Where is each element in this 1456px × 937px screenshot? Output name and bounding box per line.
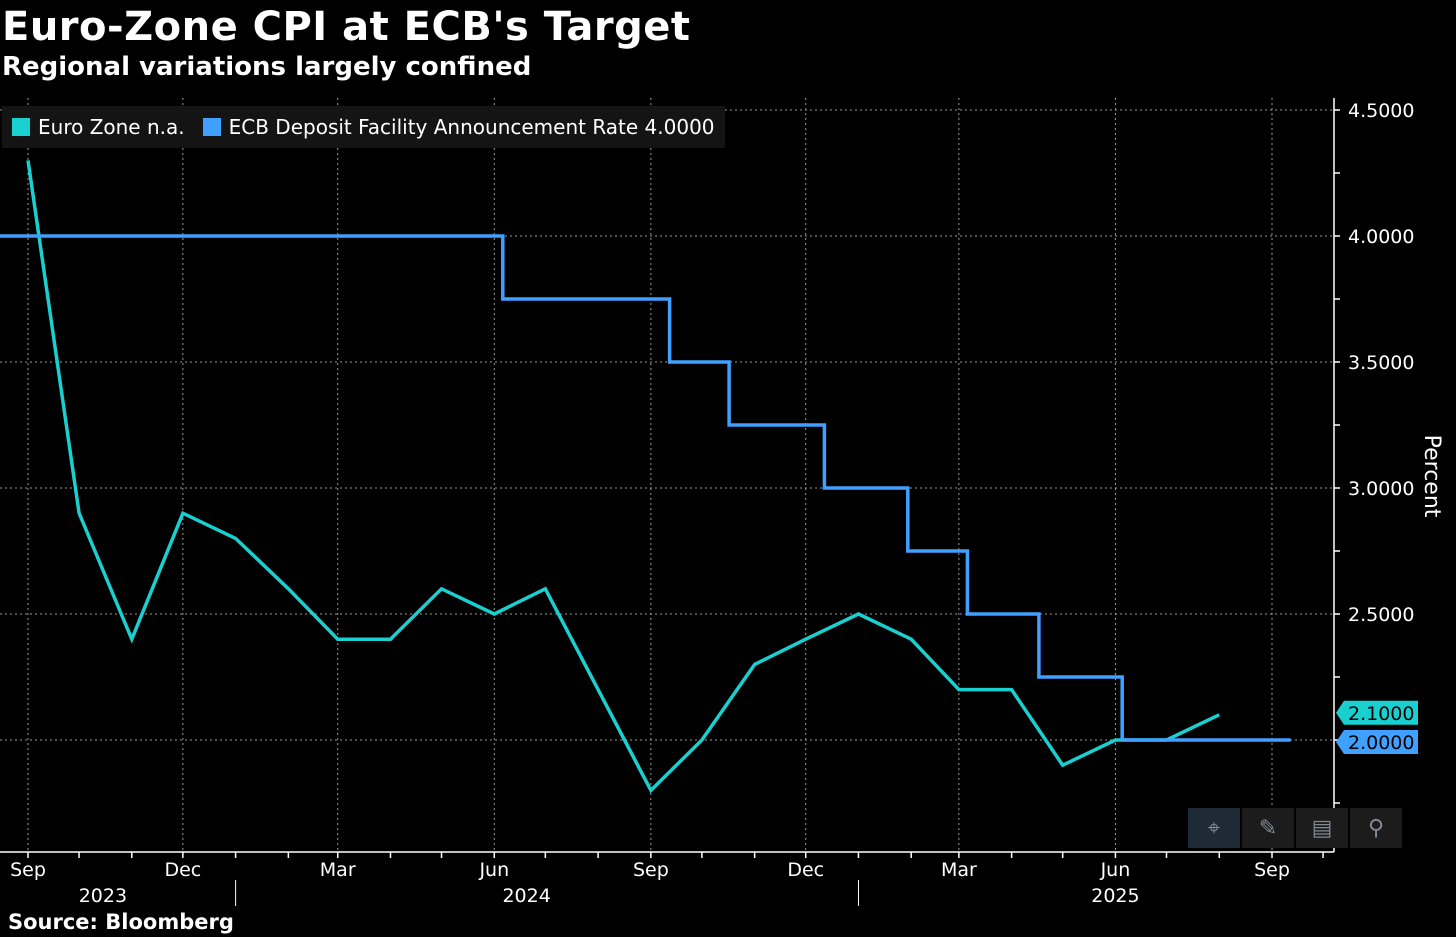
y-tick-label: 2.5000 xyxy=(1348,604,1414,626)
y-tick-label: 3.0000 xyxy=(1348,478,1414,500)
legend-swatch-euro-zone xyxy=(12,118,30,136)
last-value-label-ecb-rate: 2.0000 xyxy=(1348,732,1414,754)
legend: Euro Zone n.a. ECB Deposit Facility Anno… xyxy=(2,106,725,148)
x-tick-label: Jun xyxy=(478,859,509,881)
x-tick-label: Sep xyxy=(1254,859,1290,881)
x-tick-label: Sep xyxy=(633,859,669,881)
series-line-ecb-rate xyxy=(0,234,1291,742)
x-tick-label: Mar xyxy=(320,859,356,881)
magnify-icon[interactable]: ⚲ xyxy=(1350,808,1402,848)
x-year-label: 2023 xyxy=(79,885,127,907)
legend-swatch-ecb-rate xyxy=(202,118,221,136)
chart-title: Euro-Zone CPI at ECB's Target xyxy=(2,4,691,50)
legend-label-euro-zone: Euro Zone n.a. xyxy=(38,115,185,139)
y-axis-title: Percent xyxy=(1419,435,1444,518)
last-value-tag-ecb-rate xyxy=(1336,730,1418,754)
y-tick-label: 3.5000 xyxy=(1348,352,1414,374)
x-year-label: 2024 xyxy=(502,885,550,907)
x-tick-label: Dec xyxy=(787,859,824,881)
x-tick-label: Mar xyxy=(941,859,977,881)
chart-subtitle: Regional variations largely confined xyxy=(2,52,532,82)
x-year-label: 2025 xyxy=(1091,885,1139,907)
crosshair-icon[interactable]: ⌖ xyxy=(1188,808,1240,848)
series-line-euro-zone xyxy=(26,160,1220,794)
y-tick-label: 4.0000 xyxy=(1348,226,1414,248)
last-value-tag-euro-zone xyxy=(1336,700,1418,725)
legend-label-ecb-rate: ECB Deposit Facility Announcement Rate 4… xyxy=(228,115,715,139)
pencil-icon[interactable]: ✎ xyxy=(1242,808,1294,848)
table-icon[interactable]: ▤ xyxy=(1296,808,1348,848)
y-tick-label: 4.5000 xyxy=(1348,100,1414,122)
legend-item-ecb-rate[interactable]: ECB Deposit Facility Announcement Rate 4… xyxy=(202,115,715,139)
x-tick-label: Dec xyxy=(164,859,201,881)
chart-toolbar: ⌖ ✎ ▤ ⚲ xyxy=(1188,808,1402,848)
x-tick-label: Sep xyxy=(10,859,46,881)
last-value-label-euro-zone: 2.1000 xyxy=(1348,703,1414,725)
source-note: Source: Bloomberg xyxy=(8,910,234,934)
legend-item-euro-zone[interactable]: Euro Zone n.a. xyxy=(12,115,185,139)
x-tick-label: Jun xyxy=(1100,859,1131,881)
